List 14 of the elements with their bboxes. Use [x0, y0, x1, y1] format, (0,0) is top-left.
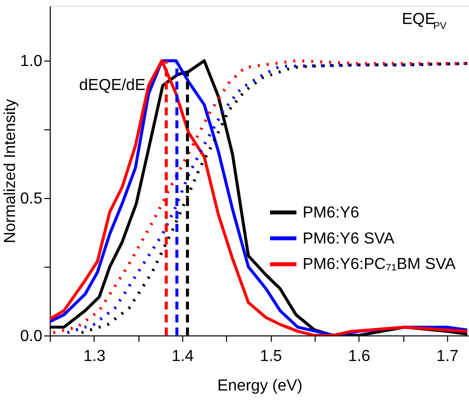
annotation: dEQE/dE [79, 76, 146, 94]
x-tick-label: 1.3 [83, 348, 106, 365]
legend-label: PM6:Y6 [302, 204, 360, 222]
legend-label: PM6:Y6:PC₇₁BM SVA [302, 256, 456, 274]
x-tick-label: 1.4 [172, 348, 194, 365]
x-tick-label: 1.6 [348, 348, 370, 365]
x-tick-label: 1.7 [436, 348, 459, 365]
y-tick-label: 1.0 [20, 53, 42, 70]
x-axis-title: Energy (eV) [217, 378, 302, 395]
y-axis-title: Normalized Intensity [2, 98, 20, 244]
legend-label: PM6:Y6 SVA [302, 230, 395, 248]
y-tick-label: 0.5 [20, 190, 42, 208]
y-tick-label: 0.0 [20, 328, 42, 345]
x-tick-label: 1.5 [260, 348, 282, 365]
